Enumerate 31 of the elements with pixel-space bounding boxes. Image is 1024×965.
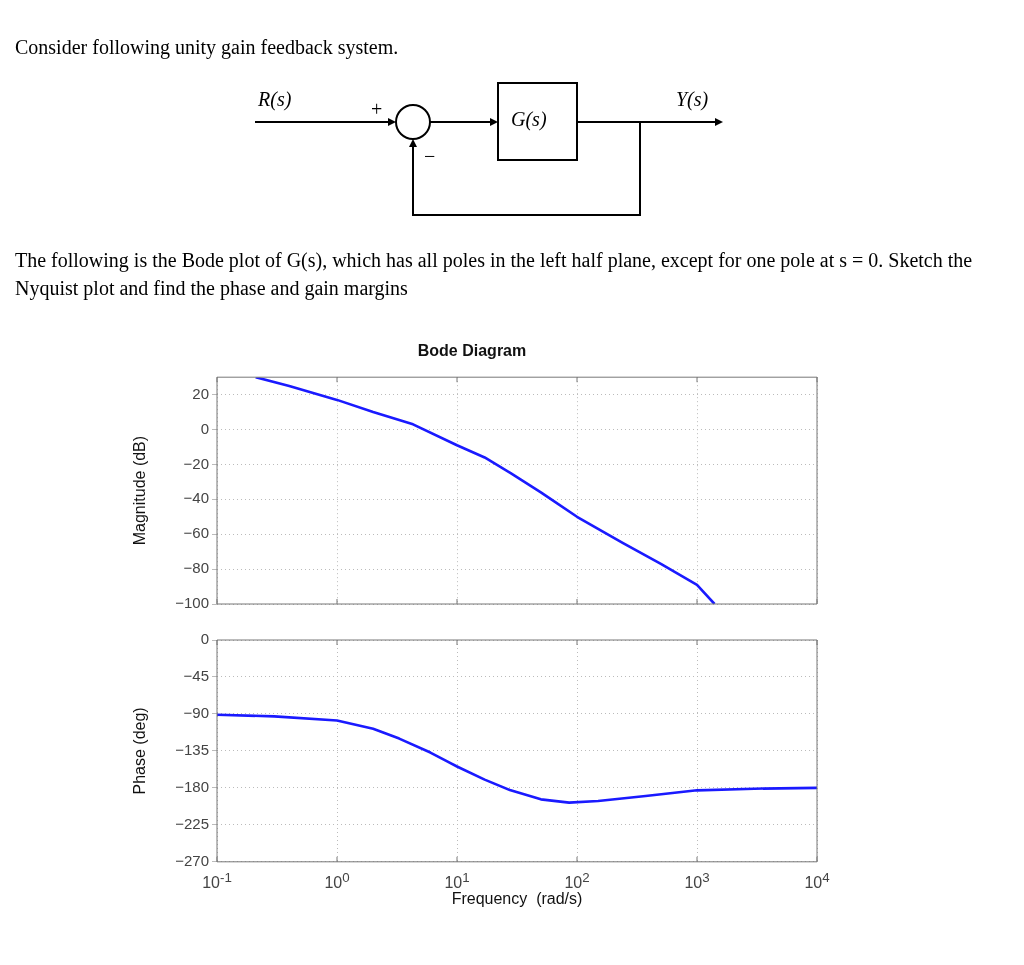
text: R(s)	[258, 88, 292, 111]
text: Consider following unity gain feedback system.	[15, 36, 399, 59]
y-tick-label: −60	[183, 524, 209, 542]
y-tick-label: 0	[200, 419, 209, 437]
y-tick-label: −20	[183, 454, 209, 472]
y-tick-label: −100	[175, 594, 209, 612]
x-tick-label: 10$^{4}$	[804, 869, 830, 893]
text: G(s)	[511, 108, 547, 131]
text: The following is the Bode plot of G(s), which has all poles in the left half plane, except for one pole at s = 0. Sketch the Nyquist plot and find the phase and gain margins	[15, 248, 974, 302]
y-axis-title: Magnitude (dB)	[131, 435, 149, 546]
y-tick-label: −90	[183, 704, 209, 722]
x-tick-label: 10$^{2}$	[564, 869, 590, 892]
text: −	[424, 145, 436, 168]
y-tick-label: −270	[175, 851, 209, 869]
y-tick-label: −225	[175, 814, 209, 832]
x-tick-label: 10$^{3}$	[684, 869, 710, 893]
x-tick-label: 10$^{0}$	[324, 869, 350, 893]
x-axis-title: Frequency (rad/s)	[451, 889, 583, 907]
y-tick-label: −45	[183, 667, 209, 685]
y-tick-label: 0	[200, 630, 209, 648]
chart-title: Bode Diagram	[417, 342, 527, 360]
y-tick-label: −135	[175, 741, 209, 759]
y-axis-title: Phase (deg)	[131, 707, 149, 795]
text: Y(s)	[676, 88, 709, 111]
text: +	[371, 98, 383, 121]
y-tick-label: 20	[192, 384, 209, 402]
x-tick-label: 10$^{-1}$	[202, 869, 232, 893]
y-tick-label: −80	[183, 559, 209, 577]
y-tick-label: −40	[183, 489, 209, 507]
y-tick-label: −180	[175, 778, 209, 796]
x-tick-label: 10$^{1}$	[444, 869, 470, 892]
